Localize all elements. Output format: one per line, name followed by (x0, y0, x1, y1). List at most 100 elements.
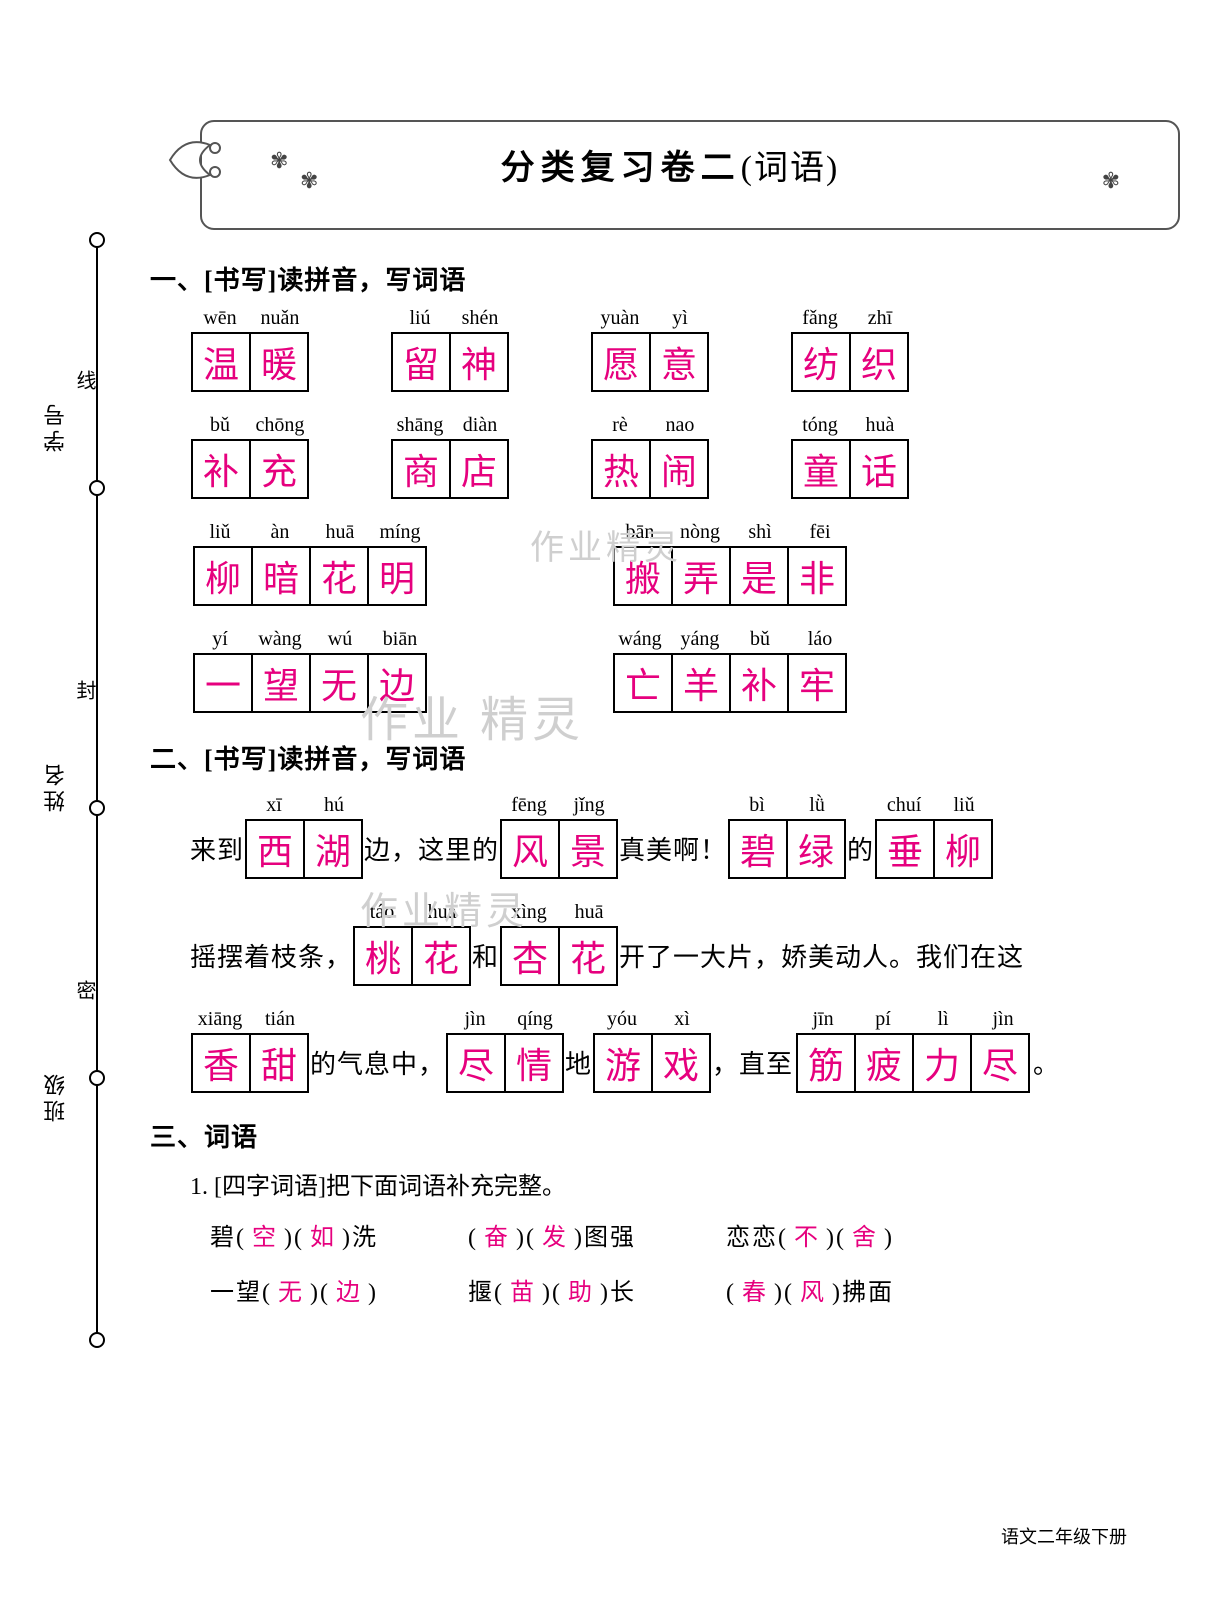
answer-text: 助 (562, 1280, 600, 1306)
pinyin-syllable: pí (853, 1008, 913, 1031)
word-block: fǎngzhī纺织 (790, 307, 910, 392)
pinyin-syllable: biān (370, 628, 430, 651)
pinyin-syllable: bǔ (730, 628, 790, 651)
word-block: bìlǜ碧绿 (727, 794, 847, 879)
pinyin-syllable: shāng (390, 414, 450, 437)
answer-text: 奋 (478, 1225, 516, 1251)
fill-row: 一望(无)(边)揠(苗)(助)长(春)(风)拂面 (210, 1272, 1180, 1307)
margin-label-name: 姓名 (40, 760, 72, 812)
pinyin-syllable: lǜ (787, 794, 847, 817)
char-cell: 情 (504, 1033, 564, 1093)
char-cell: 西 (245, 819, 305, 879)
word-block: wángyángbǔláo亡羊补牢 (610, 628, 850, 713)
word-block: bǔchōng补充 (190, 414, 310, 499)
char-cell: 是 (729, 546, 789, 606)
word-block: jīnpílìjìn筋疲力尽 (793, 1008, 1033, 1093)
word-row: yíwàngwúbiān一望无边 wángyángbǔláo亡羊补牢 (190, 628, 1180, 713)
char-cell: 非 (787, 546, 847, 606)
answer-text: 空 (246, 1225, 284, 1251)
char-cell: 织 (849, 332, 909, 392)
char-cell: 甜 (249, 1033, 309, 1093)
flow-text: 来到 (190, 830, 244, 879)
section3-sub: 1. [四字词语]把下面词语补充完整。 (190, 1166, 1180, 1201)
fill-item: 碧(空)(如)洗 (210, 1217, 378, 1252)
pinyin-syllable: xiāng (190, 1008, 250, 1031)
title-sub: (词语) (741, 150, 840, 187)
char-cell: 温 (191, 332, 251, 392)
fill-item: (奋)(发)图强 (468, 1217, 636, 1252)
pinyin-syllable: liú (390, 307, 450, 330)
pinyin-syllable: nao (650, 414, 710, 437)
char-cell: 补 (191, 439, 251, 499)
pinyin-syllable: chōng (250, 414, 310, 437)
answer-text: 风 (794, 1280, 832, 1306)
char-cell: 柳 (193, 546, 253, 606)
page-title: 分类复习卷二(词语) (160, 140, 1180, 189)
pinyin-syllable: wēn (190, 307, 250, 330)
pinyin-syllable: jìn (973, 1008, 1033, 1031)
prompt-text: )( (826, 1225, 846, 1251)
pinyin-syllable: diàn (450, 414, 510, 437)
prompt-text: ) (368, 1280, 378, 1306)
char-cell: 游 (593, 1033, 653, 1093)
word-block: liǔànhuāmíng柳暗花明 (190, 521, 430, 606)
prompt-text: 恋恋( (726, 1225, 788, 1251)
char-cell: 望 (251, 653, 311, 713)
prompt-text: ) (884, 1225, 894, 1251)
prompt-text: )( (284, 1225, 304, 1251)
word-block: bānnòngshìfēi搬弄是非 (610, 521, 850, 606)
char-cell: 补 (729, 653, 789, 713)
fill-item: 一望(无)(边) (210, 1272, 378, 1307)
char-cell: 话 (849, 439, 909, 499)
answer-text: 舍 (846, 1225, 884, 1251)
char-cell: 留 (391, 332, 451, 392)
char-cell: 桃 (353, 926, 413, 986)
pinyin-syllable: yuàn (590, 307, 650, 330)
char-cell: 绿 (786, 819, 846, 879)
answer-text: 发 (536, 1225, 574, 1251)
word-block: táohuā桃花 (352, 901, 472, 986)
word-block: yíwàngwúbiān一望无边 (190, 628, 430, 713)
answer-text: 不 (788, 1225, 826, 1251)
prompt-text: 揠( (468, 1280, 504, 1306)
pinyin-syllable: huā (559, 901, 619, 924)
prompt-text: ( (468, 1225, 478, 1251)
char-cell: 明 (367, 546, 427, 606)
flow-text: 开了一大片，娇美动人。我们在这 (619, 937, 1024, 986)
pinyin-syllable: liǔ (190, 521, 250, 544)
pinyin-syllable: tóng (790, 414, 850, 437)
pinyin-syllable: chuí (874, 794, 934, 817)
section1-rows: wēnnuǎn温暖liúshén留神yuànyì愿意fǎngzhī纺织bǔchō… (190, 307, 1180, 713)
word-block: xìnghuā杏花 (499, 901, 619, 986)
page: ✾ ✾ ✾ 分类复习卷二(词语) 一、[书写]读拼音，写词语 wēnnuǎn温暖… (80, 120, 1180, 1327)
answer-text: 苗 (504, 1280, 542, 1306)
word-block: chuíliǔ垂柳 (874, 794, 994, 879)
title-main: 分类复习卷二 (501, 150, 741, 187)
word-block: yóuxì游戏 (592, 1008, 712, 1093)
pinyin-syllable: nuǎn (250, 307, 310, 330)
char-cell: 童 (791, 439, 851, 499)
word-row: wēnnuǎn温暖liúshén留神yuànyì愿意fǎngzhī纺织 (190, 307, 1180, 392)
section2-body: 来到xīhú西湖边，这里的fēngjǐng风景真美啊！bìlǜ碧绿的chuíli… (190, 794, 1180, 1093)
pinyin-syllable: bǔ (190, 414, 250, 437)
char-cell: 碧 (728, 819, 788, 879)
char-cell: 羊 (671, 653, 731, 713)
section2-head: 二、[书写]读拼音，写词语 (150, 739, 1180, 776)
answer-text: 如 (304, 1225, 342, 1251)
footer: 语文二年级下册 (1001, 1523, 1127, 1549)
char-cell: 戏 (651, 1033, 711, 1093)
char-cell: 充 (249, 439, 309, 499)
char-cell: 香 (191, 1033, 251, 1093)
answer-text: 边 (330, 1280, 368, 1306)
prompt-text: )拂面 (832, 1280, 894, 1306)
flow-text: 真美啊！ (619, 830, 727, 879)
pinyin-syllable: fēi (790, 521, 850, 544)
char-cell: 花 (309, 546, 369, 606)
word-row: bǔchōng补充shāngdiàn商店rènao热闹tónghuà童话 (190, 414, 1180, 499)
pinyin-syllable: fǎng (790, 307, 850, 330)
pinyin-syllable: yóu (592, 1008, 652, 1031)
char-cell: 意 (649, 332, 709, 392)
char-cell: 筋 (796, 1033, 856, 1093)
flow-text: 和 (472, 937, 499, 986)
char-cell: 力 (912, 1033, 972, 1093)
